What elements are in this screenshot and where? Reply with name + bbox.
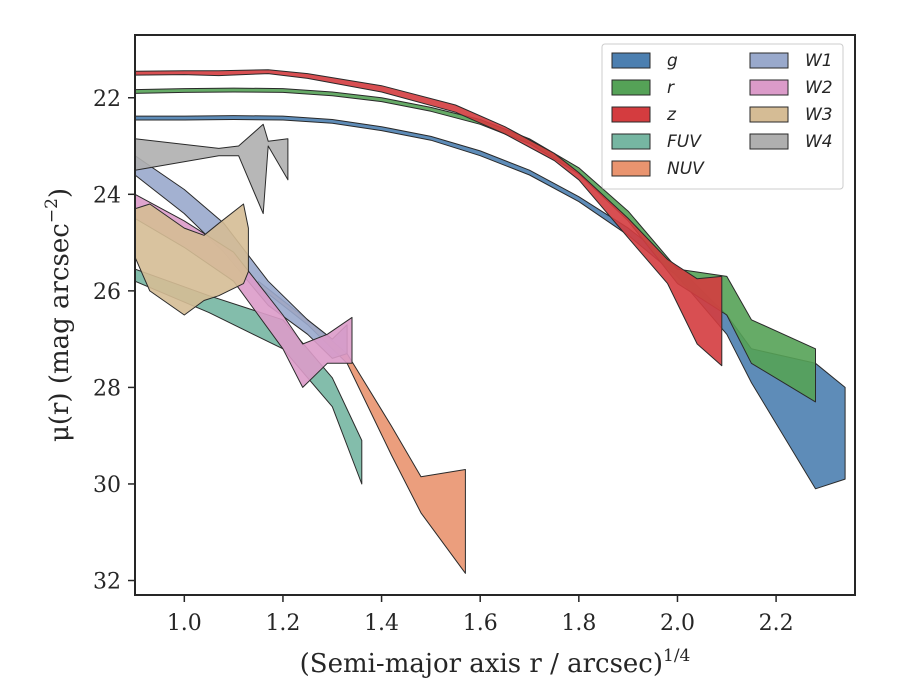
y-tick-label: 30 <box>93 473 121 498</box>
x-tick-label: 1.4 <box>364 611 399 636</box>
legend-item-w1: W1 <box>749 51 833 71</box>
y-tick-label: 32 <box>93 570 121 595</box>
legend-swatch <box>611 106 651 123</box>
x-axis-label-text: (Semi-major axis r / arcsec) <box>300 649 663 679</box>
y-axis-label-exponent: −2 <box>42 198 62 223</box>
legend-swatch <box>611 160 651 177</box>
legend-swatch <box>611 79 651 96</box>
y-axis-ticks: 22 24 26 28 30 32 <box>93 87 135 595</box>
x-axis-ticks: 1.0 1.2 1.4 1.6 1.8 2.0 2.2 <box>167 595 794 636</box>
legend-swatch <box>749 133 789 150</box>
legend-label: NUV <box>667 159 705 179</box>
y-tick-label: 24 <box>93 183 121 208</box>
legend-label: W3 <box>805 105 833 125</box>
legend-item-nuv: NUV <box>611 159 705 179</box>
y-axis-label-close: ) <box>45 188 75 198</box>
legend-label: z <box>666 105 677 125</box>
x-tick-label: 1.0 <box>167 611 202 636</box>
legend-item-w4: W4 <box>749 132 833 152</box>
y-tick-label: 22 <box>93 87 121 112</box>
series-band-w4 <box>135 123 289 215</box>
legend-swatch <box>749 79 789 96</box>
legend-item-fuv: FUV <box>611 132 702 152</box>
y-tick-label: 26 <box>93 280 121 305</box>
legend-swatch <box>611 133 651 150</box>
legend-swatch <box>611 52 651 69</box>
series-band-w3 <box>135 203 249 316</box>
legend-item-r: r <box>611 78 675 98</box>
x-axis-label: (Semi-major axis r / arcsec)1/4 <box>300 646 691 679</box>
legend: grz FUV NUV W1 W2 W3 W4 <box>601 43 844 190</box>
x-tick-label: 2.2 <box>759 611 794 636</box>
x-tick-label: 1.2 <box>265 611 300 636</box>
legend-item-z: z <box>611 105 677 125</box>
legend-swatch <box>749 106 789 123</box>
legend-item-g: g <box>611 51 678 71</box>
legend-label: g <box>667 51 678 71</box>
legend-label: W1 <box>805 51 833 71</box>
legend-swatch <box>749 52 789 69</box>
y-axis-label: μ(r) (mag arcsec−2) <box>42 188 75 442</box>
y-tick-label: 28 <box>93 376 121 401</box>
x-axis-label-exponent: 1/4 <box>663 646 690 666</box>
legend-label: FUV <box>667 132 702 152</box>
x-tick-label: 1.6 <box>463 611 498 636</box>
series-band-z <box>135 69 723 367</box>
plot-frame <box>134 34 856 596</box>
legend-item-w3: W3 <box>749 105 833 125</box>
x-tick-label: 1.8 <box>561 611 596 636</box>
x-tick-label: 2.0 <box>660 611 695 636</box>
series-band-r <box>135 87 816 403</box>
legend-label: r <box>667 78 675 98</box>
y-axis-label-text: μ(r) (mag arcsec <box>45 223 75 442</box>
legend-item-w2: W2 <box>749 78 833 98</box>
legend-label: W4 <box>805 132 833 152</box>
series-layer <box>135 69 846 574</box>
legend-label: W2 <box>805 78 833 98</box>
